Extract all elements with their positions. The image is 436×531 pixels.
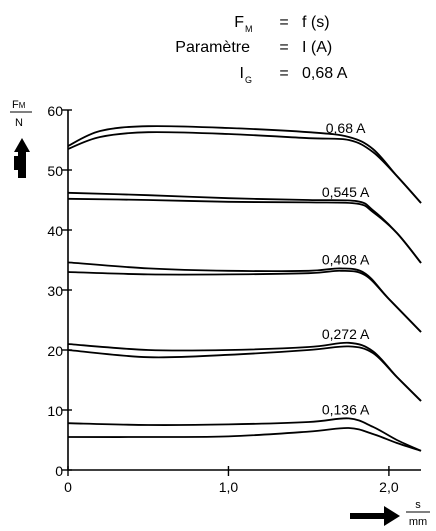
series-labels: 0,68 A 0,545 A 0,408 A 0,272 A 0,136 A [322, 120, 370, 417]
header-symbol-2: I [240, 65, 244, 82]
series-2-curve-0 [67, 269, 422, 333]
series-4-curve-1 [67, 417, 422, 452]
y-tick-label-3: 30 [47, 283, 63, 299]
y-tick-label-4: 40 [47, 223, 63, 239]
y-tick-label-5: 50 [47, 163, 63, 179]
series-4-curve-0 [67, 427, 422, 452]
series-label-2: 0,408 A [322, 251, 370, 267]
chart-header: F M = f (s) Paramètre = I (A) I G = 0,68 A [175, 14, 347, 85]
header-subscript-2: G [245, 75, 252, 85]
axes: 0 10 20 30 40 50 60 0 1,0 2,0 FM Ns mm [10, 99, 430, 528]
y-axis-label-denominator: N [15, 117, 23, 129]
x-axis-arrow-icon [350, 506, 400, 526]
y-tick-label-1: 10 [47, 403, 63, 419]
series-label-1: 0,545 A [322, 184, 370, 200]
series-label-4: 0,136 A [322, 401, 370, 417]
series-0-curve-1 [67, 125, 422, 204]
header-symbol-1: Paramètre [175, 39, 250, 56]
series-3-curve-1 [67, 341, 422, 402]
series-3-curve-0 [67, 345, 422, 402]
y-tick-label-2: 20 [47, 343, 63, 359]
x-tick-label-0: 0 [64, 479, 72, 495]
y-tick-label-6: 60 [47, 103, 63, 119]
y-axis-label-numerator: FM [12, 99, 26, 111]
header-value-1: I (A) [302, 39, 332, 56]
x-tick-label-2: 2,0 [379, 479, 399, 495]
series-label-3: 0,272 A [322, 326, 370, 342]
y-axis-arrow-tail-icon [14, 156, 18, 170]
header-value-2: 0,68 A [302, 65, 348, 82]
series-2-curve-1 [67, 261, 422, 333]
plot-area [67, 125, 422, 452]
series-label-0: 0,68 A [326, 120, 366, 136]
header-equals-1: = [279, 39, 288, 56]
header-symbol-0: F [234, 14, 244, 31]
y-tick-label-0: 0 [55, 463, 63, 479]
header-equals-0: = [279, 14, 288, 31]
x-axis-label-numerator: s [415, 499, 421, 511]
series-1-curve-1 [67, 191, 422, 264]
header-value-0: f (s) [302, 14, 330, 31]
header-equals-2: = [279, 65, 288, 82]
x-axis-label-denominator: mm [409, 516, 427, 528]
header-subscript-0: M [245, 24, 253, 34]
x-tick-label-1: 1,0 [219, 479, 239, 495]
